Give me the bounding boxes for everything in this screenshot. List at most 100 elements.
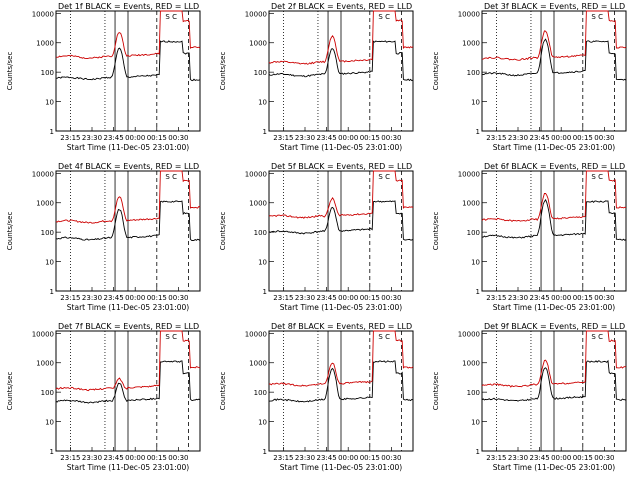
series-events <box>55 40 201 82</box>
y-tick-label: 10000 <box>458 10 480 18</box>
detector-chart-6: Det 6f BLACK = Events, RED = LLD 1 10 100 10… <box>432 162 627 312</box>
y-tick-label: 1000 <box>36 360 54 368</box>
x-tick-label: 23:45 <box>104 454 124 462</box>
y-tick-label: 1 <box>263 448 267 456</box>
x-tick-label: 23:30 <box>82 134 102 142</box>
x-axis-label: Start Time (11-Dec-05 23:01:00) <box>280 303 402 312</box>
x-tick-label: 23:30 <box>295 134 315 142</box>
detector-panel-3: Det 3f BLACK = Events, RED = LLD 1 10 100 10… <box>426 0 639 160</box>
y-axis-label: Counts/sec <box>6 212 14 251</box>
y-tick-label: 1000 <box>249 200 267 208</box>
x-tick-label: 00:15 <box>147 134 167 142</box>
series-lld <box>481 170 627 223</box>
x-tick-label: 00:30 <box>381 454 401 462</box>
x-axis-label: Start Time (11-Dec-05 23:01:00) <box>493 303 615 312</box>
y-tick-label: 10 <box>258 419 267 427</box>
series-events <box>481 359 627 402</box>
detector-panel-2: Det 2f BLACK = Events, RED = LLD 1 10 100 10… <box>213 0 426 160</box>
x-tick-label: 00:15 <box>573 454 593 462</box>
y-tick-label: 10 <box>471 99 480 107</box>
x-tick-label: 00:30 <box>594 294 614 302</box>
x-tick-label: 00:30 <box>168 454 188 462</box>
x-tick-label: 23:15 <box>486 294 506 302</box>
x-tick-label: 23:30 <box>295 454 315 462</box>
y-axis-label: Counts/sec <box>219 52 227 91</box>
flag-label: S C <box>378 13 390 21</box>
x-tick-label: 00:00 <box>551 134 571 142</box>
x-tick-label: 23:45 <box>530 294 550 302</box>
y-tick-label: 10 <box>45 419 54 427</box>
detector-panel-6: Det 6f BLACK = Events, RED = LLD 1 10 100 10… <box>426 160 639 320</box>
detector-chart-7: Det 7f BLACK = Events, RED = LLD 1 10 100 10… <box>6 322 201 472</box>
y-tick-label: 10000 <box>245 10 267 18</box>
x-tick-label: 00:15 <box>573 294 593 302</box>
x-tick-label: 23:30 <box>82 454 102 462</box>
y-axis-label: Counts/sec <box>6 52 14 91</box>
y-tick-label: 1 <box>50 128 54 136</box>
x-axis-label: Start Time (11-Dec-05 23:01:00) <box>67 463 189 472</box>
y-tick-label: 100 <box>467 229 480 237</box>
y-tick-label: 10000 <box>245 330 267 338</box>
series-lld <box>481 330 627 388</box>
y-tick-label: 1 <box>476 448 480 456</box>
x-tick-label: 23:30 <box>295 294 315 302</box>
x-axis-label: Start Time (11-Dec-05 23:01:00) <box>280 463 402 472</box>
y-tick-label: 10 <box>258 99 267 107</box>
detector-panel-5: Det 5f BLACK = Events, RED = LLD 1 10 100 10… <box>213 160 426 320</box>
x-tick-label: 23:45 <box>104 134 124 142</box>
series-events <box>268 200 414 241</box>
x-tick-label: 00:15 <box>147 294 167 302</box>
x-tick-label: 23:45 <box>317 134 337 142</box>
x-tick-label: 00:00 <box>125 454 145 462</box>
y-tick-label: 10 <box>258 259 267 267</box>
detector-chart-4: Det 4f BLACK = Events, RED = LLD 1 10 100 10… <box>6 162 201 312</box>
flag-label: S C <box>378 173 390 181</box>
detector-chart-1: Det 1f BLACK = Events, RED = LLD 1 10 100 10… <box>6 2 201 152</box>
y-tick-label: 1000 <box>36 200 54 208</box>
x-tick-label: 23:45 <box>317 294 337 302</box>
x-tick-label: 00:00 <box>125 294 145 302</box>
x-tick-label: 23:30 <box>508 294 528 302</box>
y-tick-label: 1 <box>263 288 267 296</box>
x-tick-label: 00:15 <box>360 454 380 462</box>
chart-title: Det 1f BLACK = Events, RED = LLD <box>58 2 199 11</box>
detector-chart-5: Det 5f BLACK = Events, RED = LLD 1 10 100 10… <box>219 162 414 312</box>
x-tick-label: 23:45 <box>317 454 337 462</box>
x-tick-label: 23:15 <box>60 134 80 142</box>
flag-label: S C <box>591 173 603 181</box>
x-tick-label: 00:30 <box>168 134 188 142</box>
chart-title: Det 3f BLACK = Events, RED = LLD <box>484 2 625 11</box>
x-tick-label: 00:15 <box>147 454 167 462</box>
detector-panel-9: Det 9f BLACK = Events, RED = LLD 1 10 100 10… <box>426 320 639 480</box>
x-tick-label: 00:00 <box>551 454 571 462</box>
x-tick-label: 23:15 <box>486 454 506 462</box>
y-tick-label: 100 <box>254 69 267 77</box>
x-tick-label: 00:15 <box>360 134 380 142</box>
series-lld <box>55 330 201 392</box>
detector-panel-8: Det 8f BLACK = Events, RED = LLD 1 10 100 10… <box>213 320 426 480</box>
chart-title: Det 9f BLACK = Events, RED = LLD <box>484 322 625 331</box>
y-tick-label: 100 <box>467 69 480 77</box>
x-tick-label: 00:00 <box>338 134 358 142</box>
chart-title: Det 4f BLACK = Events, RED = LLD <box>58 162 199 171</box>
x-tick-label: 00:30 <box>381 134 401 142</box>
x-tick-label: 00:30 <box>381 294 401 302</box>
x-axis-label: Start Time (11-Dec-05 23:01:00) <box>67 303 189 312</box>
x-tick-label: 00:30 <box>594 454 614 462</box>
y-axis-label: Counts/sec <box>219 212 227 251</box>
y-tick-label: 10 <box>45 99 54 107</box>
y-tick-label: 1000 <box>462 200 480 208</box>
x-axis-label: Start Time (11-Dec-05 23:01:00) <box>493 463 615 472</box>
y-tick-label: 10000 <box>32 330 54 338</box>
y-tick-label: 100 <box>467 389 480 397</box>
detector-chart-3: Det 3f BLACK = Events, RED = LLD 1 10 100 10… <box>432 2 627 152</box>
x-tick-label: 23:30 <box>508 454 528 462</box>
y-tick-label: 10000 <box>32 170 54 178</box>
x-tick-label: 00:15 <box>573 134 593 142</box>
y-tick-label: 1000 <box>249 40 267 48</box>
y-axis-label: Counts/sec <box>432 212 440 251</box>
series-lld <box>268 10 414 65</box>
y-tick-label: 10 <box>471 259 480 267</box>
y-axis-label: Counts/sec <box>432 52 440 91</box>
